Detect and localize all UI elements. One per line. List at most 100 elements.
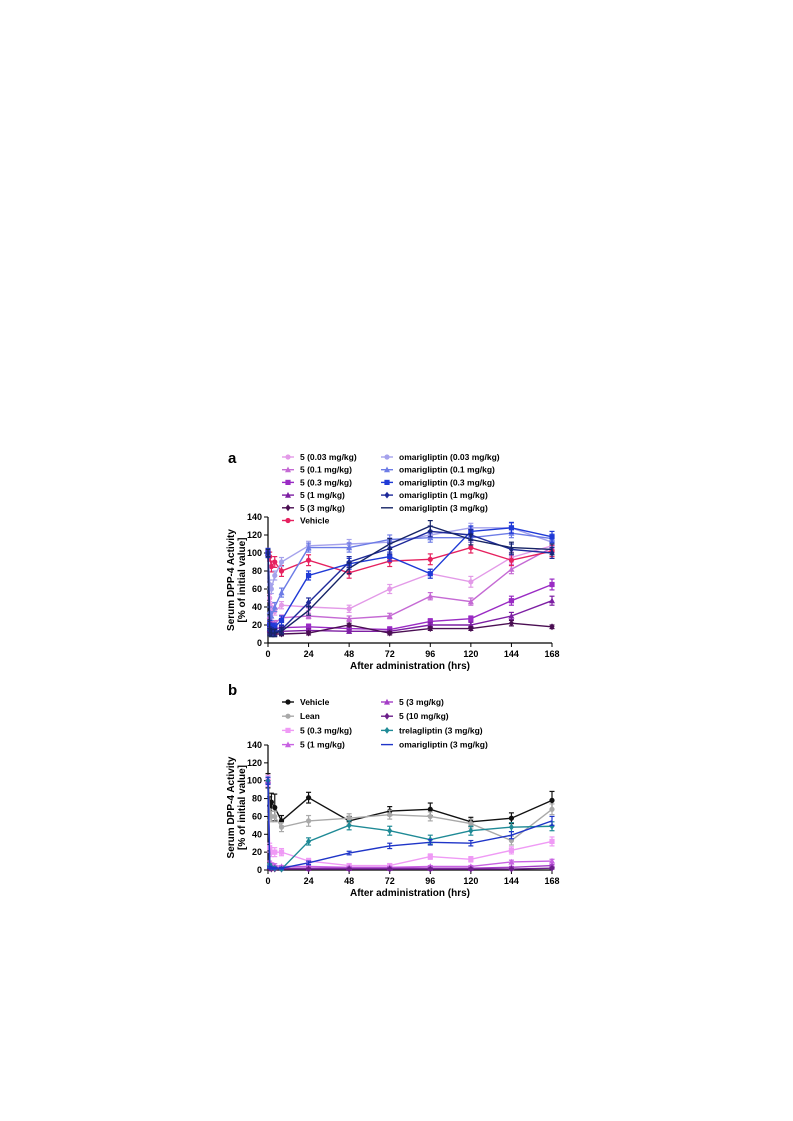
data-point [508, 619, 515, 627]
x-tick-label: 144 [504, 876, 519, 886]
data-point [468, 820, 474, 827]
y-axis-label-line1: Serum DPP-4 Activity [226, 529, 237, 631]
y-tick-label: 0 [257, 865, 262, 875]
legend-label: trelagliptin (3 mg/kg) [399, 725, 483, 735]
data-point [387, 586, 393, 592]
data-point [508, 815, 515, 821]
legend-label: omarigliptin (0.1 mg/kg) [399, 465, 495, 475]
legend-item-omarigliptin-0-1-mg-kg: omarigliptin (0.1 mg/kg) [381, 465, 495, 475]
data-point [305, 818, 312, 824]
data-point [346, 615, 353, 622]
legend-item-5-0-1-mg-kg: 5 (0.1 mg/kg) [282, 465, 352, 475]
legend-label: omarigliptin (0.3 mg/kg) [399, 477, 495, 487]
legend-item-omarigliptin-0-03-mg-kg: omarigliptin (0.03 mg/kg) [381, 452, 500, 462]
legend-label: Lean [300, 711, 320, 721]
data-point [468, 545, 474, 551]
series-omarigliptin-3-mg-kg [265, 776, 555, 870]
data-point [346, 865, 352, 873]
data-point [305, 544, 312, 551]
data-point [272, 804, 278, 811]
y-tick-label: 140 [247, 740, 262, 750]
legend-label: 5 (0.1 mg/kg) [300, 465, 352, 475]
data-point [272, 813, 278, 820]
data-point [278, 849, 285, 855]
y-tick-label: 0 [257, 638, 262, 648]
x-axis-label: After administration (hrs) [350, 888, 470, 899]
y-tick-label: 140 [247, 512, 262, 522]
legend-label: 5 (0.3 mg/kg) [300, 477, 352, 487]
data-point [387, 827, 393, 835]
data-point [468, 616, 474, 622]
y-tick-label: 40 [252, 829, 262, 839]
legend-marker [285, 466, 291, 473]
data-point [549, 623, 555, 631]
data-point [468, 579, 474, 585]
data-point [305, 599, 312, 606]
legend-label: omarigliptin (1 mg/kg) [399, 490, 488, 500]
data-point [278, 602, 285, 608]
x-tick-label: 0 [265, 876, 270, 886]
data-point [427, 534, 434, 541]
legend-label: 5 (10 mg/kg) [399, 711, 449, 721]
data-point [346, 815, 352, 821]
data-point [278, 559, 285, 565]
x-axis-label: After administration (hrs) [350, 661, 470, 672]
data-point [346, 558, 352, 566]
legend-item-vehicle: Vehicle [282, 697, 330, 707]
data-point [427, 571, 433, 577]
legend-marker [384, 466, 390, 473]
data-point [427, 618, 433, 624]
data-point [508, 566, 515, 572]
legend-marker [285, 699, 291, 705]
data-point [549, 822, 555, 830]
data-point [549, 534, 555, 540]
legend-item-5-1-mg-kg: 5 (1 mg/kg) [282, 490, 345, 500]
legend-marker [285, 713, 291, 719]
legend: Vehicle Lean 5 (0.3 mg/kg) 5 (1 mg/kg) 5 (3 … [282, 697, 488, 750]
legend-marker [285, 727, 291, 733]
series-line [267, 780, 553, 870]
data-point [387, 812, 393, 818]
series-line [267, 780, 553, 869]
x-tick-label: 72 [385, 649, 395, 659]
data-point [508, 823, 515, 831]
series-line [267, 780, 553, 870]
data-point [467, 621, 474, 628]
data-point [278, 589, 285, 596]
data-point [508, 598, 515, 604]
legend-label: 5 (0.3 mg/kg) [300, 725, 352, 735]
data-point [508, 612, 515, 619]
legend-item-5-3-mg-kg: 5 (3 mg/kg) [282, 503, 345, 513]
series-line [267, 780, 553, 869]
data-point [508, 525, 515, 531]
data-point [549, 597, 555, 604]
data-point [549, 797, 555, 803]
data-point [346, 621, 352, 629]
legend-label: 5 (0.03 mg/kg) [300, 452, 357, 462]
y-tick-label: 60 [252, 584, 262, 594]
y-axis-label-line2: [% of initial value] [237, 765, 248, 850]
data-point [427, 854, 433, 860]
legend-label: omarigliptin (3 mg/kg) [399, 740, 488, 750]
legend-marker [285, 479, 291, 485]
data-point [272, 624, 278, 630]
data-point [305, 865, 312, 873]
y-tick-label: 20 [252, 620, 262, 630]
data-point [268, 849, 274, 855]
data-point [549, 838, 555, 845]
x-tick-label: 144 [504, 649, 519, 659]
legend-marker [285, 491, 291, 498]
data-point [468, 865, 474, 873]
legend-item-omarigliptin-3-mg-kg: omarigliptin (3 mg/kg) [381, 740, 488, 750]
x-tick-label: 72 [385, 876, 395, 886]
data-point [549, 857, 555, 864]
y-tick-label: 80 [252, 794, 262, 804]
legend-item-lean: Lean [282, 711, 320, 721]
data-point [305, 624, 312, 630]
legend-marker [285, 741, 291, 748]
x-tick-label: 48 [344, 876, 354, 886]
x-tick-label: 24 [304, 649, 314, 659]
data-point [278, 617, 285, 624]
x-tick-label: 168 [544, 649, 559, 659]
